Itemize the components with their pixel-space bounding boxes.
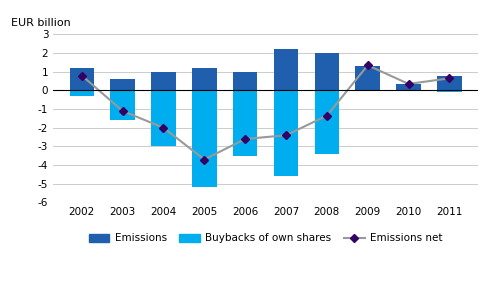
Emissions net (242, 137, 248, 141)
Text: EUR billion: EUR billion (11, 18, 70, 28)
Emissions net (201, 158, 207, 161)
Bar (437, 91, 461, 92)
Emissions net (79, 74, 85, 77)
Emissions net (447, 76, 453, 80)
Bar (233, 72, 257, 91)
Bar (70, 68, 94, 91)
Bar (151, 72, 176, 91)
Bar (315, 53, 339, 91)
Bar (274, 91, 298, 176)
Legend: Emissions, Buybacks of own shares, Emissions net: Emissions, Buybacks of own shares, Emiss… (84, 229, 447, 248)
Bar (355, 66, 380, 91)
Bar (110, 79, 135, 91)
Line: Emissions net: Emissions net (79, 62, 453, 163)
Bar (192, 68, 216, 91)
Bar (437, 75, 461, 91)
Bar (315, 91, 339, 154)
Bar (151, 91, 176, 146)
Bar (233, 91, 257, 156)
Emissions net (161, 126, 167, 130)
Emissions net (324, 114, 330, 118)
Bar (192, 91, 216, 188)
Emissions net (283, 133, 289, 137)
Emissions net (365, 63, 371, 67)
Bar (274, 49, 298, 91)
Bar (110, 91, 135, 120)
Emissions net (120, 109, 126, 113)
Emissions net (406, 82, 412, 86)
Bar (396, 84, 421, 91)
Bar (70, 91, 94, 96)
